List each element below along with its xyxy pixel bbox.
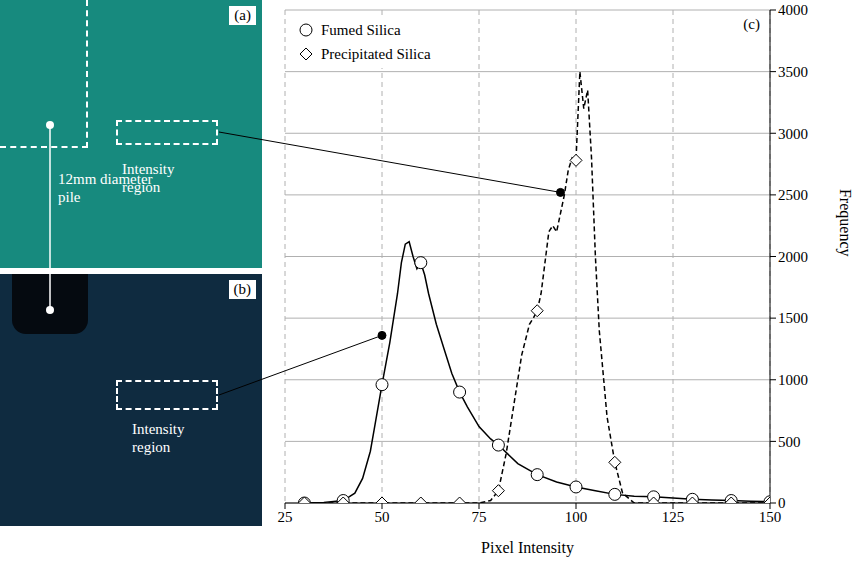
html-text:Precipitated Silica: Precipitated Silica xyxy=(321,45,431,62)
html-text:12mm diameter pile: 12mm diameter pile xyxy=(58,171,153,205)
svg-text:125: 125 xyxy=(662,509,685,525)
html-text:(a): (a) xyxy=(234,7,251,23)
svg-text:1500: 1500 xyxy=(778,310,808,326)
svg-text:Pixel Intensity: Pixel Intensity xyxy=(481,539,574,557)
svg-text:0: 0 xyxy=(778,495,786,511)
html-text:Fumed Silica: Fumed Silica xyxy=(321,21,401,38)
svg-text:2500: 2500 xyxy=(778,187,808,203)
svg-text:25: 25 xyxy=(278,509,293,525)
svg-text:2000: 2000 xyxy=(778,249,808,265)
svg-text:500: 500 xyxy=(778,434,801,450)
svg-text:3500: 3500 xyxy=(778,64,808,80)
html-text:Intensity region: Intensity region xyxy=(122,161,175,195)
html-text:Intensity region: Intensity region xyxy=(132,421,185,455)
svg-text:50: 50 xyxy=(375,509,390,525)
svg-text:150: 150 xyxy=(758,508,782,525)
html-text:(c): (c) xyxy=(743,16,760,32)
svg-text:100: 100 xyxy=(565,509,588,525)
svg-text:4000: 4000 xyxy=(778,2,808,18)
svg-text:3000: 3000 xyxy=(778,126,808,142)
svg-text:1000: 1000 xyxy=(778,372,808,388)
svg-text:Frequency: Frequency xyxy=(836,189,854,257)
html-text:(b): (b) xyxy=(233,281,251,297)
svg-text:75: 75 xyxy=(472,509,487,525)
